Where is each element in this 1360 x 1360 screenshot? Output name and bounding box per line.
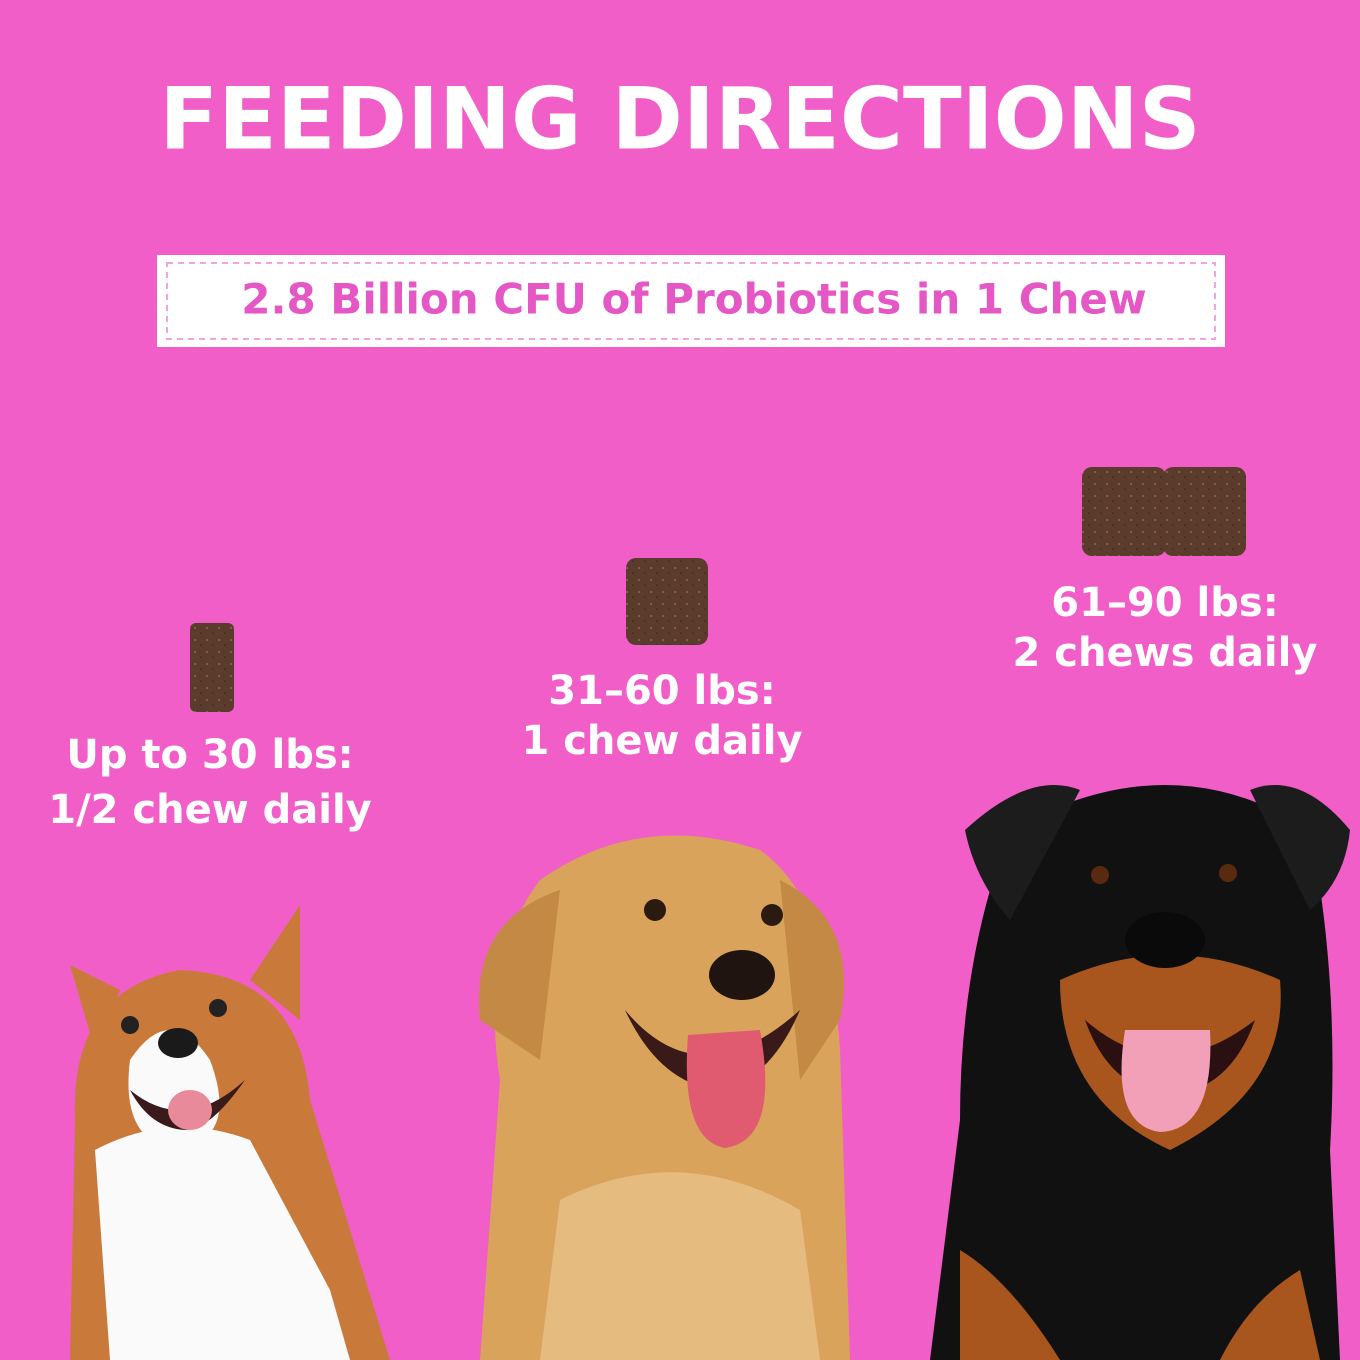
tier-weight: 61–90 lbs: [1051,580,1278,626]
golden-retriever-illustration [479,835,850,1360]
tier-dose: 1 chew daily [521,718,802,764]
subtitle-box [157,255,1225,347]
chew [626,558,708,645]
subtitle: 2.8 Billion CFU of Probiotics in 1 Chew [241,275,1146,324]
chew [1082,467,1166,556]
chew [1163,467,1246,556]
title: FEEDING DIRECTIONS [159,69,1200,169]
tier-weight: Up to 30 lbs: [66,732,353,778]
tier-dose: 1/2 chew daily [48,787,372,833]
tier-weight: 31–60 lbs: [548,668,775,714]
half-chew [190,623,234,712]
rottweiler-illustration [930,785,1350,1360]
corgi-illustration [70,905,390,1360]
tier-dose: 2 chews daily [1013,630,1318,676]
